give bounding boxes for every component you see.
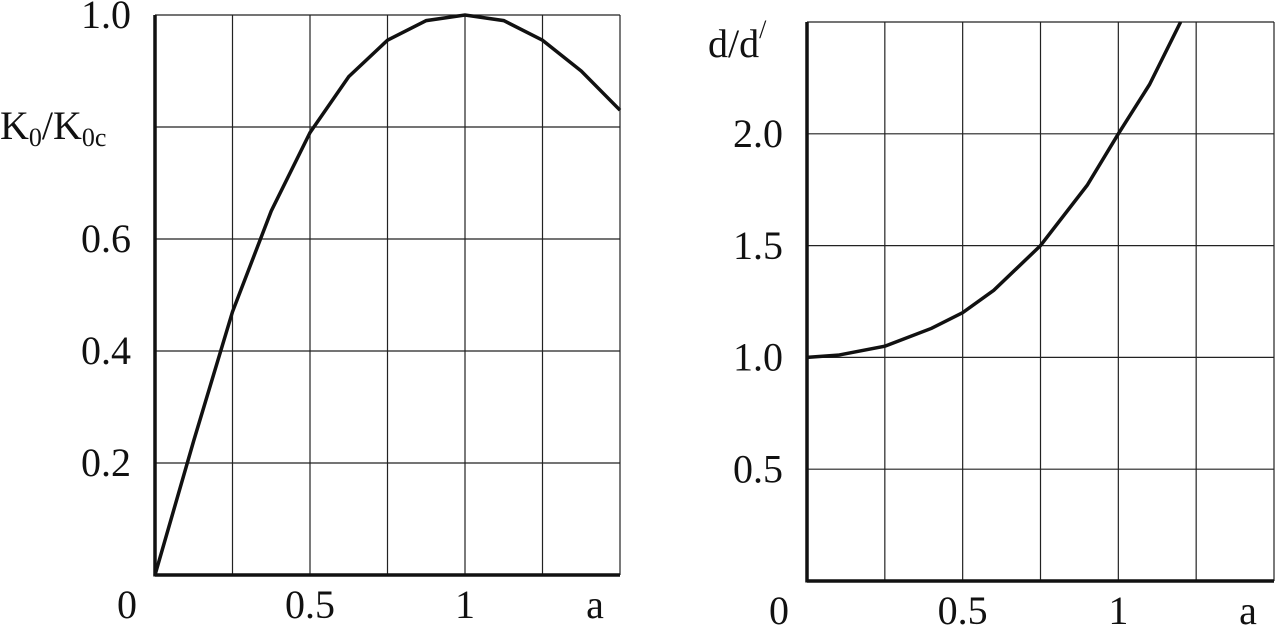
label-script: 0 — [29, 123, 42, 152]
x-tick-label: 1 — [1108, 588, 1128, 633]
y-tick-label: 1.0 — [733, 335, 783, 380]
data-line — [806, 21, 1183, 360]
label-script: 0c — [82, 123, 107, 152]
y-tick-label: 1.0 — [81, 0, 131, 37]
y-tick-label: 2.0 — [733, 111, 783, 156]
x-tick-label: 0 — [769, 588, 789, 633]
label-script: / — [759, 15, 767, 44]
y-tick-label: 0.4 — [81, 328, 131, 373]
y-axis-label: d/d/ — [708, 15, 767, 66]
x-tick-label: 1 — [455, 582, 475, 627]
y-tick-label: 0.2 — [81, 440, 131, 485]
label-text: /K — [42, 103, 82, 148]
y-axis-label: K0/K0c — [0, 103, 106, 152]
x-tick-label: 0 — [117, 582, 137, 627]
y-tick-label: 1.5 — [733, 223, 783, 268]
data-line — [153, 13, 622, 576]
y-tick-label: 0.5 — [733, 446, 783, 491]
label-text: K — [0, 103, 29, 148]
x-axis-label: a — [586, 582, 604, 627]
x-tick-label: 0.5 — [938, 588, 988, 633]
y-tick-label: 0.6 — [81, 216, 131, 261]
x-tick-label: 0.5 — [285, 582, 335, 627]
x-axis-label: a — [1239, 588, 1257, 633]
label-text: d/d — [708, 21, 759, 66]
